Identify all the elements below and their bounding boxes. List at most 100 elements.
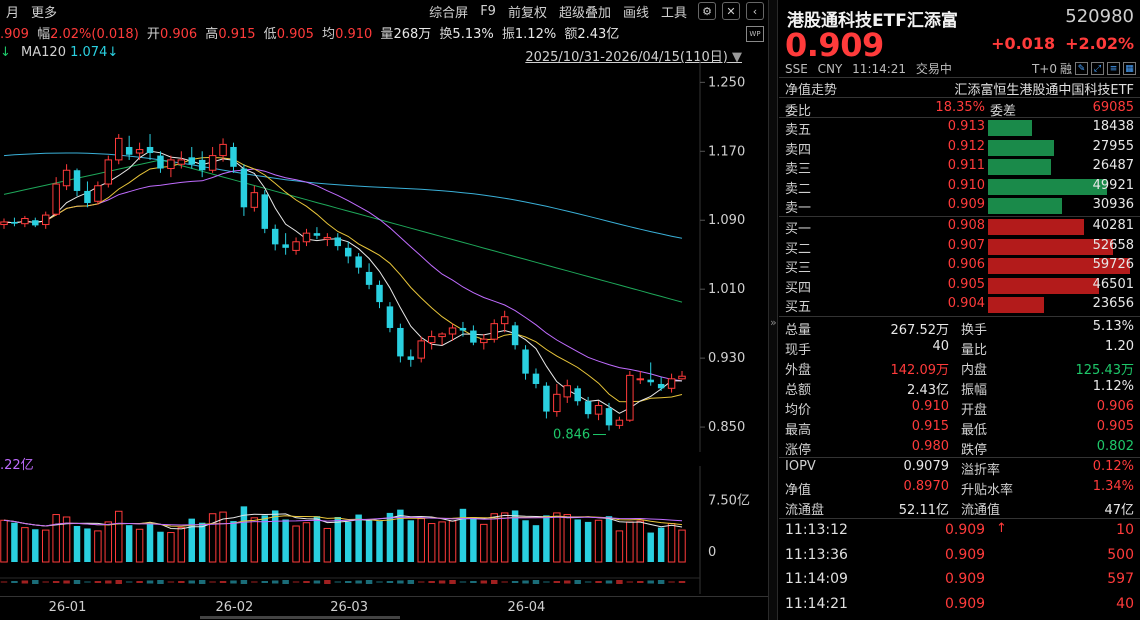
candle[interactable] [292,241,300,251]
candle[interactable] [115,137,123,161]
volume-bar[interactable] [167,532,175,563]
tab-more[interactable]: 更多 [31,5,58,21]
volume-bar[interactable] [73,526,81,562]
tool-composite-screen[interactable]: 综合屏 [429,5,469,21]
candle[interactable] [532,373,540,384]
volume-bar[interactable] [302,522,311,563]
volume-bar[interactable] [490,513,498,563]
volume-bar[interactable] [250,517,259,563]
candle[interactable] [32,220,39,226]
candle[interactable] [334,237,342,247]
candle[interactable] [584,401,592,415]
candle[interactable] [438,333,446,338]
volume-bar[interactable] [115,510,123,563]
candle[interactable] [11,221,18,224]
candle[interactable] [563,385,571,398]
candle[interactable] [365,271,373,285]
volume-bar[interactable] [230,521,237,562]
volume-bar[interactable] [365,519,373,562]
volume-bar[interactable] [32,529,39,562]
volume-bar[interactable] [678,529,686,563]
panel-divider[interactable]: » [768,0,778,620]
volume-bar[interactable] [522,520,529,562]
tool-forward-adjust[interactable]: 前复权 [507,5,547,21]
volume-bar[interactable] [376,521,383,562]
tool-f9[interactable]: F9 [480,3,496,19]
candle[interactable] [355,256,362,268]
volume-bar[interactable] [135,528,144,563]
candle[interactable] [198,159,206,171]
candle[interactable] [522,349,529,374]
volume-chart[interactable]: 7.50亿 0 [0,466,768,594]
volume-bar[interactable] [448,520,457,563]
candle[interactable] [282,244,289,248]
candle[interactable] [104,159,113,185]
candle[interactable] [0,221,8,226]
candle[interactable] [157,155,164,169]
volume-bar[interactable] [219,511,227,563]
candle[interactable] [647,379,654,383]
candle[interactable] [302,232,311,243]
volume-bar[interactable] [355,514,362,562]
candle[interactable] [208,155,217,171]
candle[interactable] [511,325,519,346]
candle[interactable] [376,284,383,303]
candle[interactable] [500,316,509,325]
candle[interactable] [313,233,321,236]
volume-bar[interactable] [500,512,509,563]
candle[interactable] [250,192,259,208]
volume-bar[interactable] [427,523,436,563]
volume-bar[interactable] [470,517,477,562]
double-chevron-right-icon[interactable]: » [770,316,777,329]
volume-bar[interactable] [146,523,154,562]
candle[interactable] [553,393,561,413]
candle[interactable] [427,336,436,344]
candle[interactable] [678,375,686,380]
candle[interactable] [52,183,60,215]
volume-bar[interactable] [188,518,195,562]
candle[interactable] [94,185,102,202]
chevron-left-icon[interactable]: ‹ [746,2,764,20]
candle[interactable] [62,169,71,187]
chart-scrollbar[interactable] [200,616,400,619]
candle[interactable] [219,143,227,157]
volume-bar[interactable] [417,518,425,563]
volume-bar[interactable] [480,523,488,563]
volume-bar[interactable] [198,522,206,562]
tool-super-overlay[interactable]: 超级叠加 [558,5,611,21]
volume-bar[interactable] [344,521,352,562]
candle[interactable] [73,170,81,191]
volume-bar[interactable] [543,515,550,562]
candle[interactable] [397,327,404,357]
volume-bar[interactable] [615,530,624,563]
candle[interactable] [344,247,352,257]
candle[interactable] [177,159,186,165]
volume-bar[interactable] [334,517,342,562]
volume-bar[interactable] [125,525,133,562]
volume-bar[interactable] [647,532,654,562]
candle[interactable] [543,385,550,412]
volume-bar[interactable] [636,520,645,563]
tool-tools[interactable]: 工具 [660,5,687,21]
volume-bar[interactable] [574,519,581,562]
candle[interactable] [417,340,425,359]
volume-bar[interactable] [594,519,603,563]
volume-bar[interactable] [532,525,540,562]
candle[interactable] [323,236,332,240]
candle[interactable] [135,149,144,154]
volume-bar[interactable] [0,519,8,563]
candle[interactable] [146,146,154,154]
volume-bar[interactable] [386,512,394,562]
volume-bar[interactable] [667,523,676,563]
candle[interactable] [188,157,195,165]
candle[interactable] [605,408,613,426]
menu-icon[interactable]: ≡ [1107,62,1120,75]
volume-bar[interactable] [553,512,561,563]
candle[interactable] [448,327,457,335]
candle[interactable] [667,378,676,389]
volume-bar[interactable] [177,527,186,563]
volume-bar[interactable] [240,506,248,562]
candle[interactable] [574,388,581,402]
candle[interactable] [230,146,237,167]
volume-bar[interactable] [626,521,634,563]
